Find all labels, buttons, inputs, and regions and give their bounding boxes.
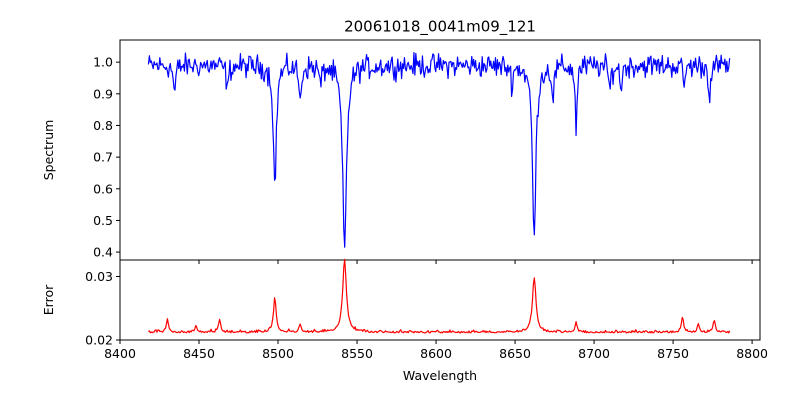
spectrum-axes-frame [119,39,761,261]
error-axes-frame [119,259,761,341]
x-tick-label: 8550 [341,346,373,361]
error-panel: 0.02 0.03 8400 8450 8500 8550 8600 8650 8700 875… [41,258,768,383]
spectrum-y-tick-label: 0.7 [93,150,113,165]
x-tick-label: 8650 [499,346,531,361]
error-y-tick-label: 0.02 [85,333,113,348]
spectrum-y-tick-label: 1.0 [93,55,113,70]
spectrum-y-tick-label: 0.8 [93,118,113,133]
spectrum-y-axis-label: Spectrum [41,120,56,181]
spectrum-series-line [147,51,731,248]
spectrum-y-tick-label: 0.6 [93,181,113,196]
x-ticks: 8400 8450 8500 8550 8600 8650 8700 8750 8800 [104,340,768,361]
error-y-tick-label: 0.03 [85,269,113,284]
spectrum-y-tick-label: 0.9 [93,86,113,101]
x-tick-label: 8450 [183,346,215,361]
x-tick-label: 8800 [736,346,768,361]
error-y-axis-label: Error [41,284,56,315]
x-tick-label: 8600 [420,346,452,361]
x-tick-label: 8500 [262,346,294,361]
x-tick-label: 8700 [578,346,610,361]
x-axis-label: Wavelength [403,368,477,383]
spectrum-panel: 0.4 0.5 0.6 0.7 0.8 0.9 1.0 Spectrum [41,39,761,264]
x-tick-label: 8400 [104,346,136,361]
error-y-ticks: 0.02 0.03 [85,269,120,348]
error-series-line [148,258,731,334]
x-tick-label: 8750 [657,346,689,361]
spectrum-y-tick-label: 0.4 [93,245,113,260]
spectrum-y-tick-label: 0.5 [93,213,113,228]
spectrum-y-ticks: 0.4 0.5 0.6 0.7 0.8 0.9 1.0 [93,55,753,264]
chart-title: 20061018_0041m09_121 [344,18,536,37]
